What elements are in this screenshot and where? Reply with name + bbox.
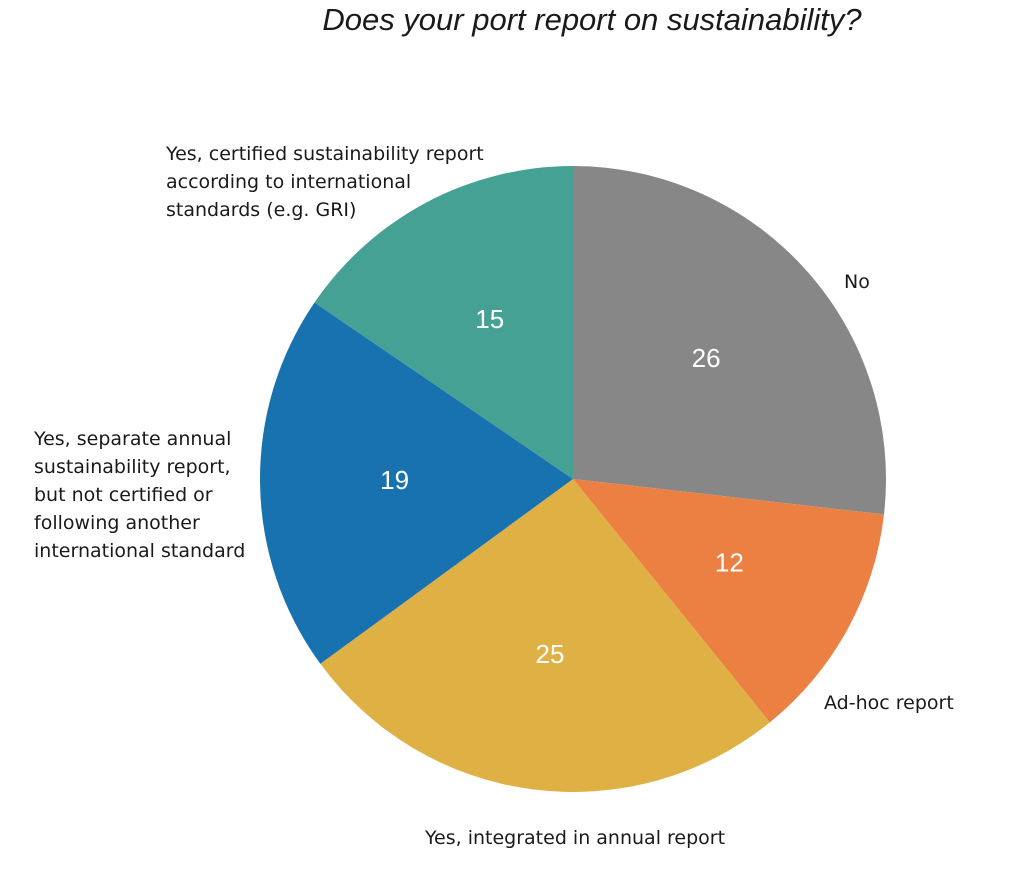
slice-label: Yes, certified sustainability report acco… [165, 143, 484, 221]
slice-value: 26 [692, 343, 721, 373]
slice-label: Yes, integrated in annual report [424, 827, 725, 849]
slice-label: Ad-hoc report [824, 692, 954, 714]
slice-value: 15 [475, 304, 504, 334]
slice-values: 26 12 25 19 15 [380, 304, 744, 669]
slice-value: 12 [715, 548, 744, 578]
chart-title: Does your port report on sustainability? [322, 2, 862, 37]
pie-slice [573, 166, 886, 515]
pie-slice [573, 479, 884, 723]
pie-slice [314, 166, 573, 479]
slice-value: 19 [380, 465, 409, 495]
slice-labels: No Ad-hoc report Yes, integrated in annual… [33, 143, 954, 849]
slice-value: 25 [535, 639, 564, 669]
pie-slice [259, 302, 573, 664]
slice-label: No [844, 271, 870, 293]
slice-label: Yes, separate annual sustainability repor… [33, 428, 245, 562]
pie-slice [320, 479, 770, 793]
pie-slices [259, 166, 886, 793]
